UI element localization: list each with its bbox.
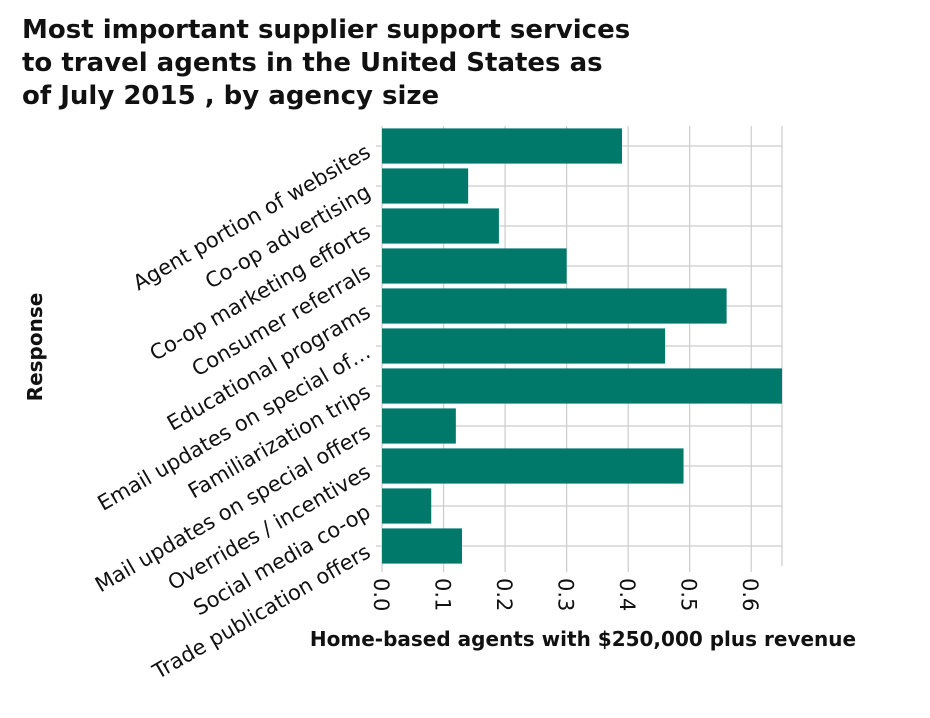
chart-title-line-1: Most important supplier support services	[22, 15, 631, 45]
bar	[382, 128, 622, 164]
chart-title-line-2: to travel agents in the United States as	[22, 48, 603, 78]
bar	[382, 368, 782, 404]
bar	[382, 328, 666, 364]
bar	[382, 168, 469, 204]
x-axis-title: Home-based agents with $250,000 plus rev…	[310, 627, 856, 651]
x-tick-label: 0.2	[492, 578, 516, 611]
bar	[382, 488, 432, 524]
x-tick-label: 0.0	[369, 578, 393, 611]
x-tick-label: 0.1	[431, 578, 455, 611]
chart-title-line-3: of July 2015 , by agency size	[22, 81, 440, 111]
bar	[382, 408, 456, 444]
bar	[382, 288, 727, 324]
x-axis-tick-labels: 0.0 0.1 0.2 0.3 0.4 0.5 0.6	[369, 578, 762, 611]
y-axis-title: Response	[23, 293, 47, 402]
bar	[382, 528, 462, 564]
x-tick-label: 0.4	[615, 578, 639, 611]
bar	[382, 248, 567, 284]
bars	[382, 128, 782, 564]
x-tick-label: 0.3	[554, 578, 578, 611]
bar	[382, 208, 499, 244]
bar	[382, 448, 684, 484]
chart-title: Most important supplier support services…	[22, 14, 722, 113]
x-tick-label: 0.6	[738, 578, 762, 611]
x-tick-label: 0.5	[677, 578, 701, 611]
